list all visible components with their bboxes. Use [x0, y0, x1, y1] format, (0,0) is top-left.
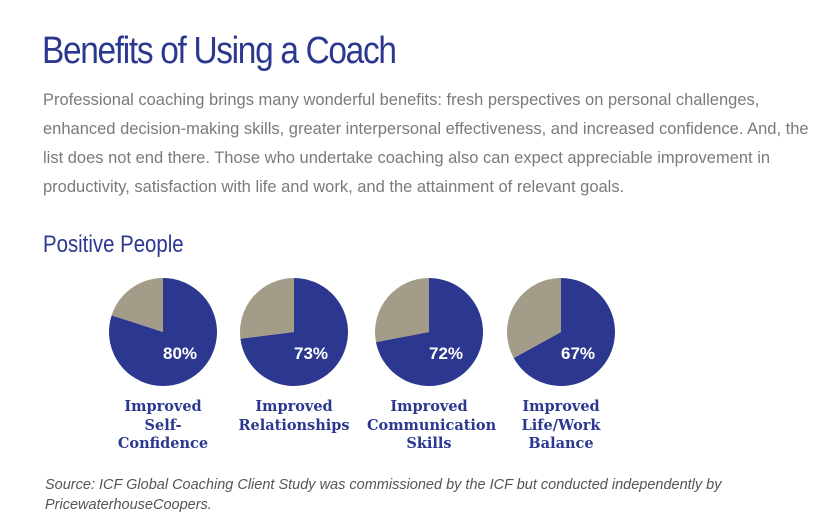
- page-title: Benefits of Using a Coach: [42, 30, 397, 72]
- pie-slice: [513, 278, 615, 386]
- value-label: 67%: [561, 344, 595, 363]
- pie-slice: [375, 278, 429, 343]
- pie-caption: Improved Communication Skills: [367, 398, 497, 452]
- pie-slice: [375, 278, 483, 386]
- source-note: Source: ICF Global Coaching Client Study…: [45, 477, 722, 513]
- pie-caption: Improved Relationships: [238, 398, 350, 434]
- section-title: Positive People: [43, 231, 184, 258]
- value-label: 73%: [294, 344, 328, 363]
- pie-slice: [507, 278, 561, 359]
- pie-caption: Improved Life/Work Balance: [521, 398, 601, 452]
- pie-slice: [240, 278, 349, 386]
- pie-slice: [111, 278, 163, 332]
- value-label: 72%: [429, 344, 463, 363]
- pie-caption: Improved Self-Confidence: [117, 398, 209, 452]
- pie-slice: [240, 278, 294, 339]
- intro-text: Professional coaching brings many wonder…: [43, 91, 809, 196]
- value-label: 80%: [163, 344, 197, 363]
